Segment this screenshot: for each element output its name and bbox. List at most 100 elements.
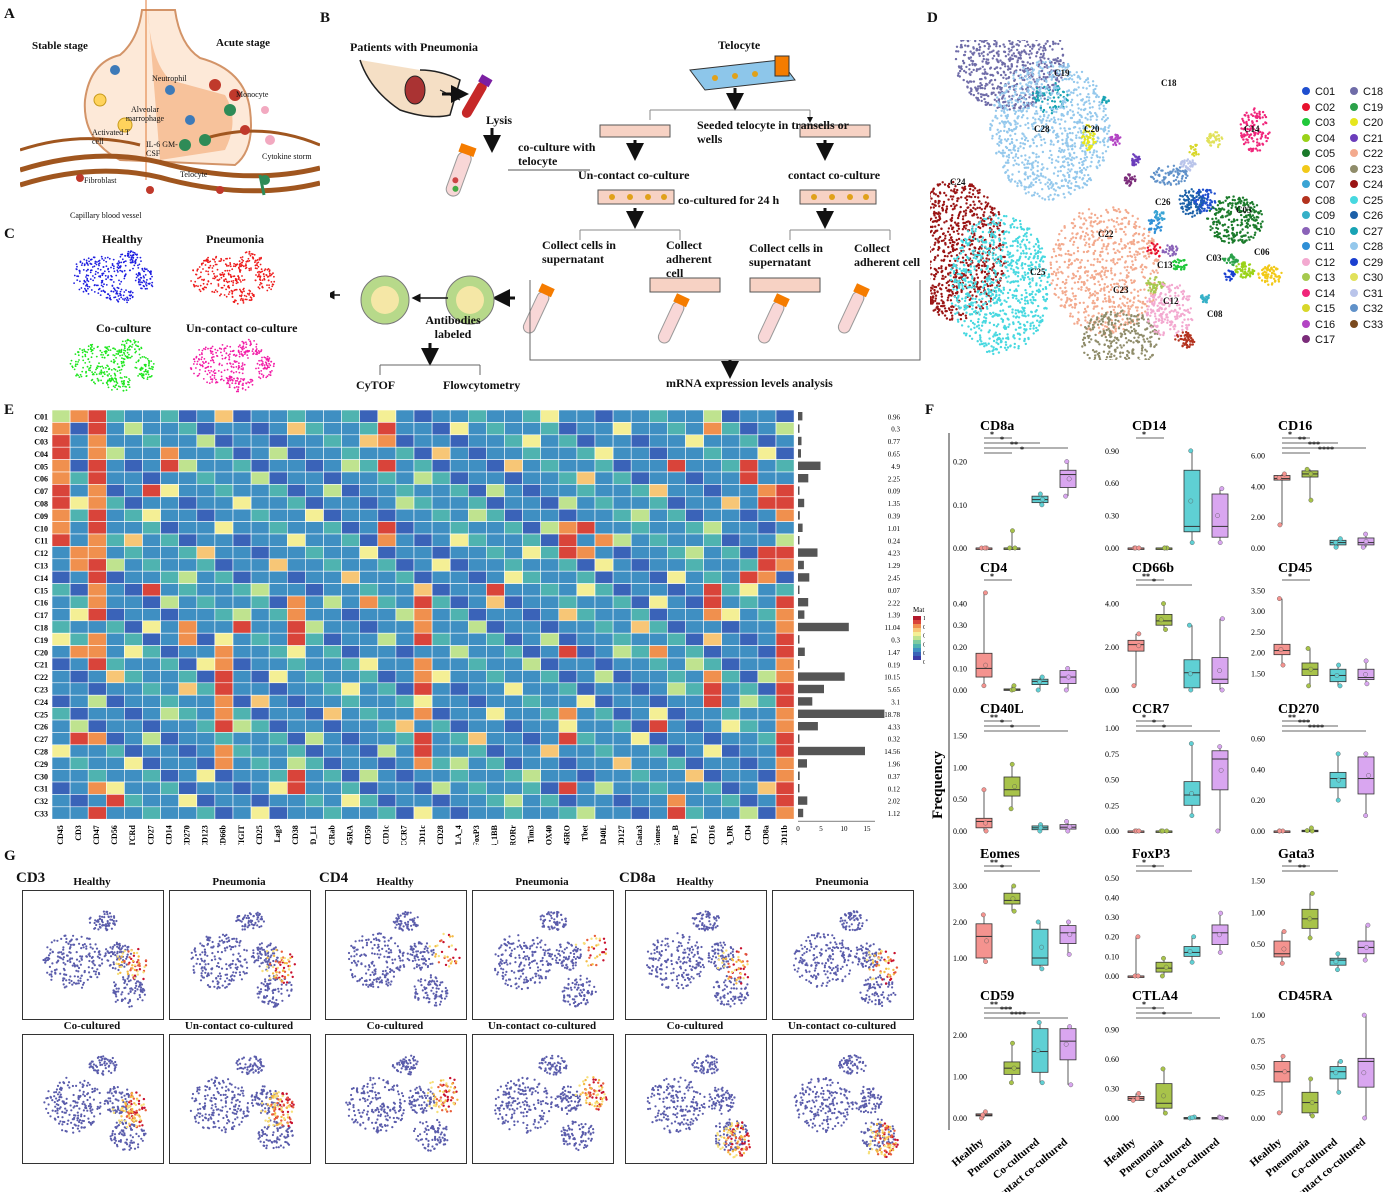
- heatmap-cell: [286, 719, 306, 733]
- heatmap-cell: [250, 459, 270, 473]
- heatmap-cell: [250, 508, 270, 522]
- tsne-main: [646, 1076, 706, 1134]
- heatmap-cell: [413, 484, 433, 498]
- heatmap-cell: [377, 657, 397, 671]
- heatmap-cell: [232, 645, 252, 659]
- heatmap-cell: [721, 409, 741, 423]
- heatmap-cell: [757, 670, 777, 684]
- heatmap-cell: [160, 719, 180, 733]
- heatmap-cell: [305, 719, 324, 733]
- tsne-hot: [589, 937, 608, 962]
- pct-label: 4.33: [888, 723, 901, 731]
- heatmap-cell: [214, 670, 234, 684]
- heatmap-cell: [558, 707, 578, 721]
- heatmap-cell: [341, 732, 361, 746]
- heatmap-cell: [739, 670, 759, 684]
- heatmap-cell: [305, 471, 324, 485]
- heatmap-cell: [558, 744, 578, 758]
- heatmap-cell: [106, 694, 125, 708]
- sig-stars: **: [990, 713, 998, 722]
- heatmap-cell: [630, 694, 650, 708]
- heatmap-cell: [685, 446, 704, 460]
- heatmap-cell: [395, 769, 415, 783]
- heatmap-cell: [431, 756, 451, 770]
- heatmap-cell: [286, 781, 306, 795]
- col-label: CD56: [110, 825, 119, 845]
- heatmap-cell: [214, 533, 234, 547]
- heatmap-cell: [196, 471, 216, 485]
- heatmap-cell: [87, 781, 107, 795]
- heatmap-cell: [87, 744, 107, 758]
- heatmap-cell: [739, 546, 759, 560]
- point: [1161, 601, 1166, 607]
- heatmap-cell: [648, 508, 668, 522]
- heatmap-cell: [341, 446, 361, 460]
- heatmap-cell: [558, 409, 578, 423]
- heatmap-cell: [178, 496, 198, 510]
- heatmap-cell: [449, 533, 469, 547]
- heatmap-cell: [160, 670, 180, 684]
- heatmap-cell: [359, 645, 379, 659]
- tsne-hot: [586, 934, 602, 967]
- heatmap-cell: [467, 769, 487, 783]
- legend-dot: [1350, 149, 1358, 157]
- row-label: C25: [34, 710, 48, 719]
- heatmap-cell: [540, 744, 560, 758]
- col-label: CD123: [201, 825, 210, 845]
- row-label: C20: [34, 648, 48, 657]
- heatmap-cell: [69, 769, 89, 783]
- heatmap-cell: [648, 533, 668, 547]
- heatmap-cell: [522, 806, 542, 820]
- heatmap-cell: [196, 459, 216, 473]
- heatmap-cell: [196, 756, 216, 770]
- legend-dot: [1350, 211, 1358, 219]
- heatmap-cell: [51, 508, 71, 522]
- heatmap-cell: [739, 632, 759, 646]
- pct-bar: [798, 709, 885, 718]
- heatmap-cell: [558, 422, 578, 436]
- heatmap-cell: [106, 583, 125, 597]
- heatmap-cell: [576, 620, 596, 634]
- col-label: CD45RA: [345, 825, 354, 845]
- legend-text: C11: [1315, 241, 1335, 253]
- col-label: IL_7Ra_CD127: [617, 825, 626, 845]
- heatmap-cell: [522, 620, 542, 634]
- heatmap-cell: [250, 546, 270, 560]
- heatmap-cell: [160, 422, 180, 436]
- legend-text: C13: [1315, 272, 1336, 284]
- heatmap-cell: [377, 570, 397, 584]
- pct-bar: [798, 622, 849, 632]
- heatmap-cell: [576, 570, 596, 584]
- y-tick: 0.30: [1105, 1085, 1119, 1094]
- legend-item-C18: C18: [1350, 86, 1383, 98]
- panel-label-e: E: [4, 402, 15, 418]
- heatmap-cell: [124, 682, 143, 696]
- tsne-mini-right: [254, 268, 276, 292]
- heatmap-cell: [395, 583, 415, 597]
- tsne-main: [792, 932, 854, 988]
- heatmap-cell: [341, 694, 361, 708]
- heatmap-cell: [775, 521, 795, 535]
- boxplot-title: CD66b: [1132, 561, 1174, 576]
- point: [1010, 896, 1016, 901]
- tsne-top: [839, 910, 868, 932]
- heatmap-cell: [142, 794, 161, 808]
- heatmap-cell: [51, 608, 71, 622]
- heatmap-cell: [703, 521, 722, 535]
- heatmap-cell: [268, 570, 288, 584]
- heatmap-cell: [286, 744, 306, 758]
- heatmap-cell: [413, 632, 433, 646]
- heatmap-cell: [486, 434, 505, 448]
- heatmap-cell: [667, 471, 686, 485]
- heatmap-cell: [685, 608, 704, 622]
- heatmap-cell: [449, 682, 469, 696]
- heatmap-cell: [685, 732, 704, 746]
- heatmap-cell: [630, 546, 650, 560]
- heatmap-cell: [486, 781, 505, 795]
- point: [1131, 683, 1137, 689]
- legend-item-C30: C30: [1350, 272, 1383, 284]
- heatmap-cell: [413, 446, 433, 460]
- heatmap-cell: [377, 508, 397, 522]
